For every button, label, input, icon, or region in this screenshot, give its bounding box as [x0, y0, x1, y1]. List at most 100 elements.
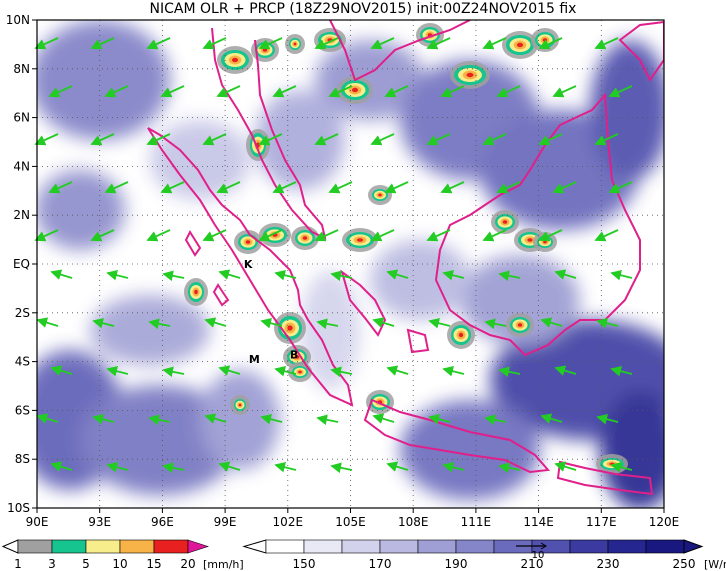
lat-tick-label: 8N [13, 62, 30, 76]
wind-arrow [90, 37, 115, 50]
precip-colorbar-swatch [17, 539, 53, 554]
wind-arrow [260, 413, 283, 425]
lat-tick-label: 2N [13, 208, 30, 222]
olr-colorbar: 150170190210230250270290[W/m^2] [242, 539, 726, 571]
lon-tick-label: 108E [398, 515, 429, 529]
lat-tick-label: EQ [13, 257, 30, 271]
place-label: K [244, 258, 253, 271]
lat-tick-label: 6N [13, 111, 30, 125]
wind-arrow [384, 85, 409, 98]
indochina-coast [329, 20, 471, 82]
wind-arrow [50, 269, 73, 280]
wind-arrow [162, 270, 185, 282]
olr-colorbar-label: 170 [369, 557, 392, 571]
lat-tick-label: 4N [13, 159, 30, 173]
precip-cell [543, 240, 547, 244]
wind-arrow [146, 133, 171, 146]
wind-arrow [372, 317, 395, 328]
olr-colorbar-low-arrow [242, 539, 267, 554]
olr-colorbar-label: 210 [521, 557, 544, 571]
lat-tick-label: 10N [6, 13, 30, 27]
place-labels: K M B [244, 258, 298, 366]
precip-cell [293, 42, 297, 46]
precip-cell [356, 238, 364, 242]
wind-arrow [314, 37, 339, 50]
wind-arrow [202, 229, 227, 242]
precip-colorbar-label: 3 [48, 557, 56, 571]
olr-colorbar-swatch [645, 539, 685, 554]
wind-arrow [258, 229, 283, 242]
wind-arrow [484, 318, 507, 330]
wind-arrow [608, 85, 633, 98]
wind-arrow [554, 269, 577, 280]
precip-cell [298, 370, 302, 374]
wind-arrow [428, 413, 451, 425]
olr-colorbar-swatch [341, 539, 381, 554]
wind-arrow [442, 269, 465, 281]
precip-cell [287, 325, 293, 331]
wind-arrow [426, 229, 451, 242]
wind-arrow [218, 461, 241, 472]
wind-arrow [316, 318, 339, 330]
wind-arrow [106, 365, 129, 377]
olr-colorbar-swatch [569, 539, 609, 554]
wind-arrow [274, 269, 297, 281]
sulawesi-tip [618, 20, 664, 82]
olr-colorbar-swatch [607, 539, 647, 554]
wind-arrow [274, 365, 297, 377]
wind-arrow [34, 37, 59, 50]
bali-lombok [556, 460, 654, 496]
wind-arrow [272, 85, 297, 98]
lat-tick-label: 4S [15, 355, 30, 369]
wind-arrow [596, 413, 619, 425]
reference-vector-label: 10 [532, 550, 545, 561]
wind-arrow [92, 413, 115, 425]
place-label: B [290, 348, 298, 361]
wind-arrow [540, 413, 563, 424]
wind-arrow [330, 462, 353, 474]
olr-colorbar-swatch [303, 539, 343, 554]
wind-arrow [610, 365, 633, 377]
precip-cell [194, 289, 198, 295]
wind-arrow [202, 37, 227, 50]
wind-arrow [386, 461, 409, 472]
precip-colorbar-unit: [mm/h] [203, 558, 244, 571]
wind-arrow [484, 414, 507, 426]
wind-arrow [148, 318, 171, 330]
wind-arrow [594, 37, 619, 50]
precip-colorbar-swatch [51, 539, 87, 554]
lon-tick-label: 90E [26, 515, 49, 529]
wind-arrow [160, 181, 185, 194]
wind-arrow [218, 365, 241, 376]
wind-arrow [34, 133, 59, 146]
olr-field [37, 20, 664, 508]
precip-cell [231, 57, 239, 63]
olr-colorbar-label: 190 [445, 557, 468, 571]
olr-colorbar-swatch [379, 539, 419, 554]
wind-arrow [384, 181, 409, 194]
precip-cell [245, 240, 251, 244]
wind-arrow [90, 133, 115, 146]
wind-arrow [148, 414, 171, 426]
olr-colorbar-swatch [455, 539, 495, 554]
wind-arrow [440, 181, 465, 194]
olr-colorbar-unit: [W/m^2] [704, 558, 726, 571]
lat-tick-label: 2S [15, 306, 30, 320]
wind-arrow [92, 317, 115, 329]
precip-colorbar-swatch [119, 539, 155, 554]
wind-arrow [216, 181, 241, 194]
olr-colorbar-high-arrow [683, 539, 704, 554]
wind-arrow [594, 133, 619, 146]
lon-tick-label: 93E [88, 515, 111, 529]
wind-arrow [386, 269, 409, 280]
wind-arrow [608, 181, 633, 194]
wind-arrow [596, 317, 619, 329]
map-axes: 90E 93E 96E 99E 102E 105E 108E 111E 114E 117E 120E… [6, 13, 680, 529]
wind-arrow [104, 85, 129, 98]
place-label: M [249, 353, 260, 366]
wind-arrow [202, 133, 227, 146]
precip-cell [458, 332, 464, 338]
wind-arrow [48, 181, 73, 194]
lon-tick-label: 102E [273, 515, 304, 529]
